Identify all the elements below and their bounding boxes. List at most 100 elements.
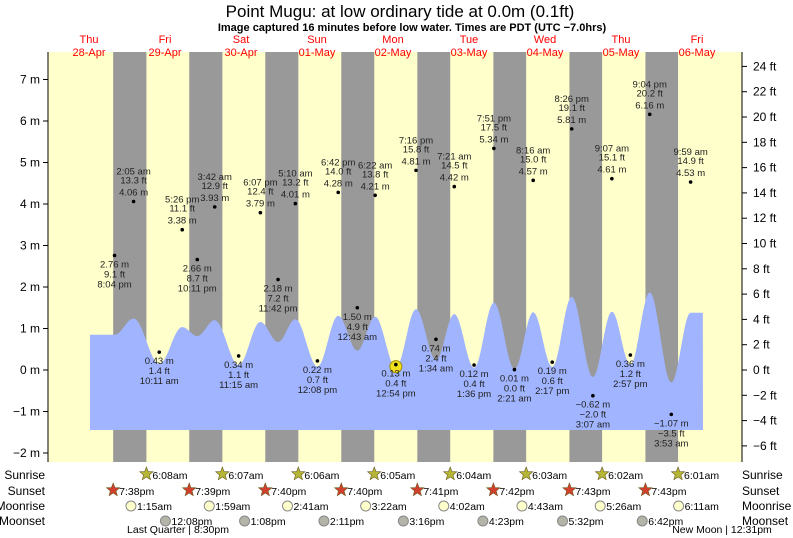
- tide-time-label: 9:59 am: [673, 147, 707, 158]
- tide-ft-label: 1.1 ft: [228, 370, 249, 381]
- tide-point-high: [569, 127, 574, 131]
- moonrise-row-label-left: Moonrise: [0, 499, 45, 513]
- tide-time-label: 1:34 am: [419, 363, 453, 374]
- moonrise-icon: [516, 500, 528, 512]
- tide-time-label: 9:07 am: [595, 144, 629, 155]
- tide-m-label: 2.66 m: [183, 264, 212, 275]
- tide-time-label: 1:36 pm: [457, 389, 491, 400]
- tide-ft-label: 2.4 ft: [425, 353, 446, 364]
- tide-m-label: 0.13 m: [381, 369, 410, 380]
- sunset-icon: [333, 482, 349, 497]
- tide-point-high: [212, 205, 217, 209]
- tide-time-label: 11:42 pm: [259, 304, 298, 315]
- tide-m-label: 6.16 m: [635, 100, 664, 111]
- left-tick-label: −1 m: [13, 405, 40, 419]
- left-tick-label: 0 m: [20, 363, 40, 377]
- right-tick-label: −4 ft: [753, 414, 777, 428]
- right-tick-label: 4 ft: [753, 312, 770, 326]
- tide-time-label: 8:26 pm: [555, 94, 589, 105]
- tide-m-label: 0.01 m: [500, 374, 529, 385]
- sunset-time: 7:41pm: [423, 486, 458, 498]
- tide-time-label: 2:05 am: [116, 167, 150, 178]
- tide-m-label: 4.42 m: [440, 173, 469, 184]
- tide-point-high: [610, 176, 614, 181]
- tide-ft-label: 0.7 ft: [307, 375, 328, 386]
- moonset-icon: [318, 515, 330, 527]
- tide-m-label: 4.06 m: [119, 188, 148, 199]
- tide-time-label: 3:42 am: [198, 172, 232, 183]
- day-date-label: 02-May: [375, 47, 412, 59]
- tide-point-low: [550, 360, 555, 364]
- chart-subtitle: Image captured 16 minutes before low wat…: [218, 22, 607, 34]
- left-tick-label: 5 m: [20, 156, 40, 170]
- moonset-time: 4:23pm: [489, 516, 524, 528]
- tide-point-low: [434, 337, 438, 342]
- tide-point-low: [628, 353, 633, 357]
- sunrise-time: 6:07am: [228, 470, 263, 482]
- tide-point-high: [131, 199, 136, 204]
- day-date-label: 30-Apr: [224, 47, 257, 59]
- tide-m-label: 2.76 m: [100, 259, 129, 270]
- day-date-label: 04-May: [527, 47, 564, 59]
- left-tick-label: 1 m: [20, 322, 40, 336]
- tide-point-high: [293, 201, 298, 206]
- sunset-time: 7:38pm: [119, 486, 154, 498]
- day-name-label: Fri: [691, 34, 704, 46]
- sunset-icon: [409, 482, 425, 497]
- sunrise-time: 6:03am: [532, 470, 567, 482]
- left-tick-label: 2 m: [20, 280, 40, 294]
- right-tick-label: 22 ft: [753, 85, 777, 99]
- right-tick-label: 2 ft: [753, 338, 770, 352]
- sunrise-time: 6:08am: [152, 470, 187, 482]
- day-name-label: Fri: [159, 34, 172, 46]
- right-tick-label: 16 ft: [753, 161, 777, 175]
- moonset-time: 3:16pm: [409, 516, 444, 528]
- tide-ft-label: 0.0 ft: [504, 384, 525, 395]
- tide-point-high: [452, 184, 457, 189]
- moonrise-row-label-right: Moonrise: [742, 499, 792, 513]
- tide-time-label: 2:17 pm: [535, 386, 569, 397]
- tide-m-label: 4.57 m: [519, 166, 548, 177]
- tide-m-label: 4.53 m: [676, 168, 705, 179]
- tide-ft-label: 1.4 ft: [149, 366, 170, 377]
- moonrise-time: 3:22am: [372, 501, 407, 513]
- tide-ft-label: 15.1 ft: [599, 153, 626, 164]
- tide-m-label: 4.01 m: [281, 190, 310, 201]
- tide-time-label: 12:43 am: [337, 332, 377, 343]
- moonrise-icon: [203, 500, 215, 512]
- sunset-icon: [561, 482, 577, 497]
- tide-m-label: 2.18 m: [264, 284, 293, 295]
- day-date-label: 28-Apr: [72, 47, 105, 59]
- tide-m-label: 4.81 m: [401, 156, 430, 167]
- tide-ft-label: 12.4 ft: [247, 187, 274, 198]
- tide-point-low: [394, 362, 398, 367]
- tide-ft-label: 14.0 ft: [325, 166, 352, 177]
- day-name-label: Mon: [382, 34, 403, 46]
- day-date-label: 29-Apr: [148, 47, 181, 59]
- tide-ft-label: 0.6 ft: [542, 376, 563, 387]
- right-tick-label: 18 ft: [753, 135, 777, 149]
- tide-ft-label: 9.1 ft: [104, 269, 125, 280]
- tide-ft-label: 20.2 ft: [637, 88, 664, 99]
- tide-time-label: 7:16 pm: [399, 135, 433, 146]
- day-name-label: Sun: [307, 34, 327, 46]
- right-tick-label: 20 ft: [753, 110, 777, 124]
- tide-m-label: −1.07 m: [654, 418, 689, 429]
- moonset-icon: [239, 515, 251, 527]
- sunrise-row-label-left: Sunrise: [4, 468, 45, 482]
- tide-point-high: [647, 112, 652, 117]
- sunset-icon: [181, 482, 197, 497]
- moonrise-time: 1:15am: [137, 501, 172, 513]
- tide-time-label: 5:10 am: [278, 169, 312, 180]
- day-date-label: 05-May: [603, 47, 640, 59]
- tide-m-label: 3.93 m: [200, 193, 229, 204]
- tide-water-area: [90, 292, 703, 430]
- left-tick-label: 6 m: [20, 114, 40, 128]
- tide-time-label: 3:07 am: [576, 420, 610, 431]
- moonrise-time: 5:26am: [606, 501, 641, 513]
- tide-time-label: 12:08 pm: [298, 385, 338, 396]
- sunset-icon: [485, 482, 501, 497]
- tide-m-label: 4.28 m: [324, 178, 353, 189]
- tide-time-label: 5:26 pm: [165, 195, 199, 206]
- moon-phase-new-moon: New Moon | 12:31pm: [672, 524, 772, 536]
